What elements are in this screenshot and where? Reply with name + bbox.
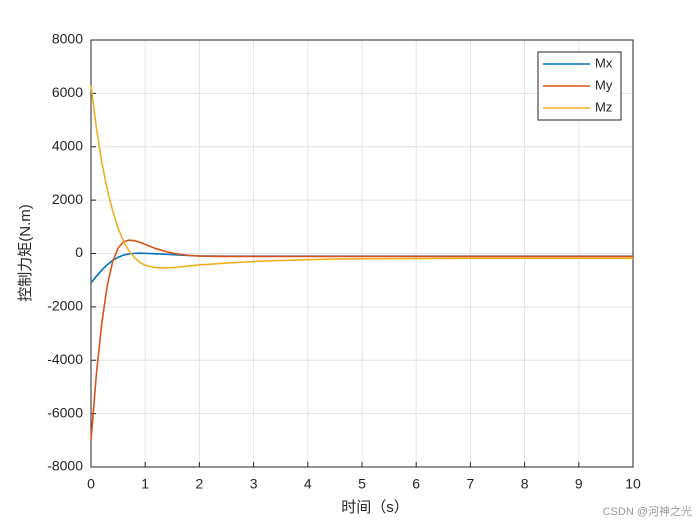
x-tick-label: 2 — [196, 476, 204, 492]
y-tick-label: 0 — [75, 244, 83, 260]
x-tick-label: 4 — [304, 476, 312, 492]
y-tick-label: -8000 — [47, 458, 83, 474]
y-tick-label: 8000 — [52, 31, 83, 47]
legend-label: My — [595, 77, 613, 92]
legend-label: Mx — [595, 55, 613, 70]
x-tick-label: 8 — [521, 476, 529, 492]
x-tick-label: 3 — [250, 476, 258, 492]
x-tick-label: 0 — [87, 476, 95, 492]
x-tick-label: 5 — [358, 476, 366, 492]
line-series — [90, 239, 633, 441]
y-axis-label: 控制力矩(N.m) — [17, 204, 34, 302]
y-tick-label: 2000 — [52, 191, 83, 207]
x-tick-label: 6 — [412, 476, 420, 492]
plot-frame — [90, 39, 634, 468]
x-tick-label: 9 — [575, 476, 583, 492]
y-tick-label: -2000 — [47, 298, 83, 314]
x-tick-label: 1 — [141, 476, 149, 492]
y-tick-label: 6000 — [52, 84, 83, 100]
y-tick-label: -4000 — [47, 351, 83, 367]
line-series — [90, 85, 633, 269]
y-tick-label: -6000 — [47, 404, 83, 420]
x-tick-label: 10 — [625, 476, 641, 492]
y-tick-label: 4000 — [52, 137, 83, 153]
x-axis-label: 时间（s） — [341, 499, 409, 516]
legend-label: Mz — [595, 99, 612, 114]
watermark: CSDN @河神之光 — [603, 504, 692, 518]
x-tick-label: 7 — [467, 476, 475, 492]
